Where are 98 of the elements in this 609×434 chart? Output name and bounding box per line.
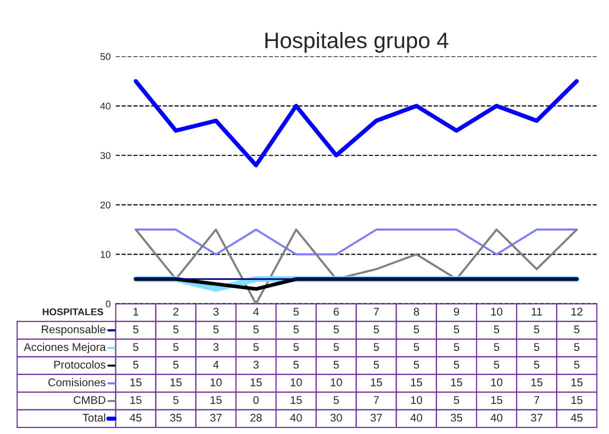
data-label: 5 bbox=[133, 360, 138, 369]
legend-label: Acciones Mejora bbox=[24, 342, 106, 354]
x-tick-label: 2 bbox=[173, 308, 178, 316]
data-label: 15 bbox=[210, 396, 222, 404]
data-label: 5 bbox=[173, 343, 178, 351]
data-label: 5 bbox=[574, 360, 580, 369]
chart-title: Hospitales grupo 4 bbox=[265, 32, 448, 53]
legend-label: Protocolos bbox=[54, 360, 106, 369]
data-label: 5 bbox=[334, 326, 339, 334]
data-label: 10 bbox=[491, 378, 502, 386]
data-label: 10 bbox=[210, 378, 222, 386]
data-label: 45 bbox=[570, 414, 582, 422]
x-tick-label: 7 bbox=[374, 308, 379, 316]
x-tick-label: 1 bbox=[134, 308, 138, 316]
x-tick-label: 12 bbox=[571, 308, 582, 316]
legend-label: Total bbox=[82, 413, 106, 422]
y-tick-label: 40 bbox=[100, 102, 110, 110]
data-label: 35 bbox=[450, 414, 462, 422]
data-label: 5 bbox=[574, 326, 580, 334]
data-label: 5 bbox=[374, 343, 379, 351]
data-label: 5 bbox=[414, 343, 420, 351]
x-tick-label: 4 bbox=[253, 308, 259, 316]
x-tick-label: 9 bbox=[454, 308, 460, 316]
data-label: 15 bbox=[130, 378, 142, 386]
data-label: 5 bbox=[414, 360, 420, 369]
y-tick-label: 30 bbox=[100, 152, 110, 159]
data-label: 15 bbox=[130, 396, 142, 404]
data-label: 5 bbox=[293, 326, 299, 334]
x-axis-title: HOSPITALES bbox=[42, 308, 104, 316]
data-label: 5 bbox=[414, 326, 420, 334]
data-label: 5 bbox=[334, 360, 339, 369]
data-label: 5 bbox=[173, 396, 178, 404]
data-label: 15 bbox=[451, 378, 462, 386]
data-label: 15 bbox=[250, 378, 262, 386]
data-label: 5 bbox=[494, 343, 500, 351]
data-label: 15 bbox=[170, 378, 182, 386]
x-tick-label: 5 bbox=[293, 308, 299, 316]
data-label: 5 bbox=[253, 326, 259, 334]
x-tick-label: 3 bbox=[213, 308, 219, 316]
data-label: 15 bbox=[571, 396, 582, 404]
data-label: 28 bbox=[250, 414, 262, 422]
data-label: 35 bbox=[170, 414, 182, 422]
data-label: 5 bbox=[454, 326, 460, 334]
data-label: 5 bbox=[534, 343, 540, 351]
data-label: 5 bbox=[293, 360, 299, 369]
data-label: 5 bbox=[293, 343, 299, 351]
y-tick-label: 50 bbox=[100, 53, 110, 60]
data-label: 5 bbox=[173, 326, 178, 334]
data-label: 5 bbox=[494, 326, 500, 334]
data-label: 7 bbox=[374, 396, 379, 404]
data-label: 0 bbox=[253, 396, 259, 404]
data-label: 45 bbox=[130, 414, 142, 422]
data-label: 5 bbox=[454, 343, 460, 351]
data-label: 37 bbox=[210, 414, 222, 422]
data-label: 5 bbox=[133, 343, 138, 351]
data-label: 37 bbox=[530, 414, 542, 422]
data-label: 5 bbox=[534, 326, 540, 334]
legend-label: CMBD bbox=[74, 396, 106, 404]
data-label: 5 bbox=[133, 326, 138, 334]
data-label: 15 bbox=[491, 396, 502, 404]
data-label: 10 bbox=[330, 378, 342, 386]
data-label: 5 bbox=[534, 360, 540, 369]
data-label: 40 bbox=[290, 414, 302, 422]
data-label: 5 bbox=[173, 360, 178, 369]
data-label: 5 bbox=[374, 360, 379, 369]
data-label: 15 bbox=[571, 378, 582, 386]
data-label: 5 bbox=[574, 343, 580, 351]
x-tick-label: 11 bbox=[532, 308, 542, 316]
data-label: 5 bbox=[253, 343, 259, 351]
data-label: 5 bbox=[334, 396, 339, 404]
data-label: 40 bbox=[410, 414, 422, 422]
data-label: 40 bbox=[490, 414, 502, 422]
data-label: 3 bbox=[213, 343, 219, 351]
data-label: 15 bbox=[370, 378, 382, 386]
data-label: 10 bbox=[411, 396, 422, 404]
data-label: 5 bbox=[374, 326, 379, 334]
data-label: 37 bbox=[370, 414, 382, 422]
data-label: 10 bbox=[290, 378, 302, 386]
data-label: 5 bbox=[334, 343, 339, 351]
data-label: 5 bbox=[494, 360, 500, 369]
y-tick-label: 10 bbox=[100, 251, 110, 258]
x-tick-label: 6 bbox=[334, 308, 339, 316]
data-label: 5 bbox=[454, 396, 460, 404]
y-tick-label: 20 bbox=[100, 202, 110, 208]
legend-label: Comisiones bbox=[48, 378, 106, 386]
y-tick-label: 0 bbox=[106, 300, 110, 308]
data-label: 4 bbox=[213, 360, 219, 369]
data-label: 5 bbox=[454, 360, 460, 369]
data-label: 30 bbox=[330, 414, 342, 422]
legend-label: Responsable bbox=[42, 325, 106, 336]
data-label: 7 bbox=[534, 396, 540, 404]
data-label: 15 bbox=[290, 396, 302, 404]
data-label: 3 bbox=[253, 360, 259, 369]
data-label: 5 bbox=[213, 326, 219, 334]
data-label: 15 bbox=[531, 378, 542, 386]
x-tick-label: 8 bbox=[414, 308, 420, 316]
data-label: 15 bbox=[411, 378, 422, 386]
x-tick-label: 10 bbox=[491, 308, 502, 316]
